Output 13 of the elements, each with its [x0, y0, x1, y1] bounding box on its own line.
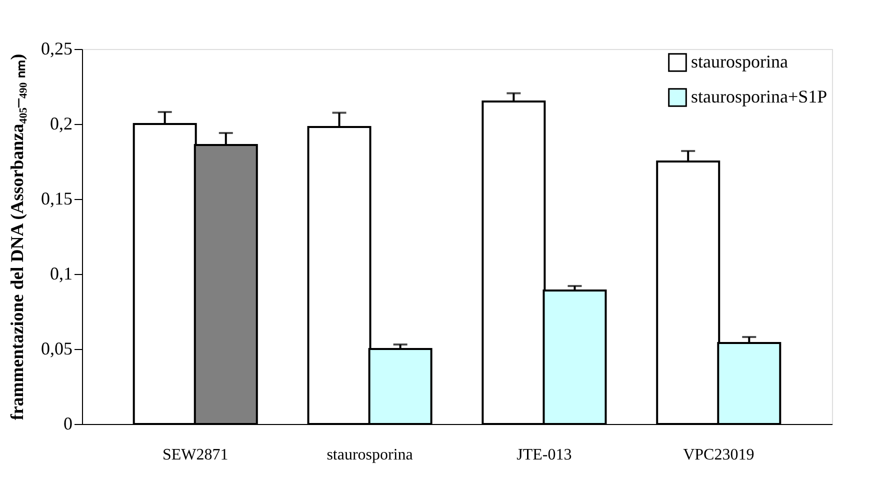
y-tick-label: 0,05 — [41, 338, 72, 358]
legend-label: staurosporina — [691, 52, 788, 72]
legend-label: staurosporina+S1P — [691, 86, 828, 106]
y-tick-label: 0 — [64, 414, 72, 434]
x-tick-label: staurosporina — [326, 446, 413, 464]
y-tick-label: 0,15 — [41, 188, 72, 208]
y-tick-label: 0,2 — [50, 114, 72, 134]
x-tick-label: JTE-013 — [516, 446, 572, 464]
y-tick-label: 0,1 — [50, 264, 72, 284]
x-tick-label: SEW2871 — [162, 446, 228, 464]
x-tick-label: VPC23019 — [683, 446, 754, 464]
y-tick-label: 0,25 — [41, 38, 72, 58]
y-axis-title: frammentazione del DNA (Assorbanza₄₀₅–₄₉₀ ₙₘ) — [7, 54, 27, 420]
